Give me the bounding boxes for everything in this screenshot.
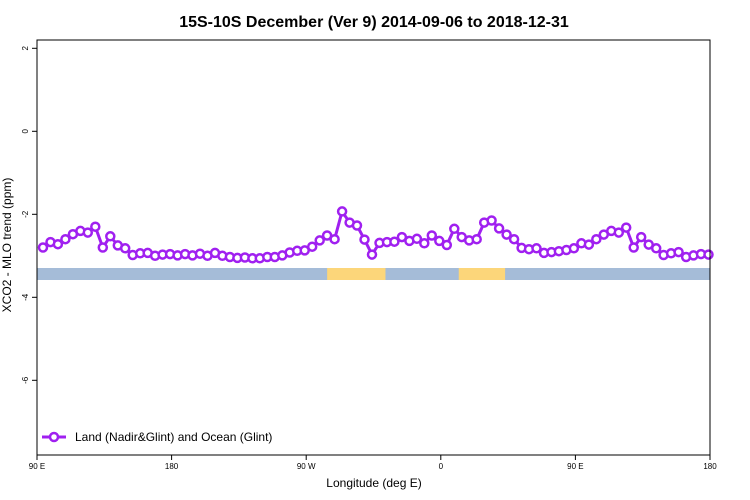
data-point xyxy=(441,239,453,251)
y-axis-label: XCO2 - MLO trend (ppm) xyxy=(0,178,14,313)
legend: Land (Nadir&Glint) and Ocean (Glint) xyxy=(42,430,272,444)
data-point xyxy=(366,249,378,260)
x-axis-label: Longitude (deg E) xyxy=(326,476,421,490)
x-tick-label: 0 xyxy=(439,462,444,471)
legend-marker-swatch xyxy=(48,431,60,443)
data-point xyxy=(60,233,71,245)
plot-frame xyxy=(36,39,711,456)
data-point xyxy=(82,227,94,238)
data-point xyxy=(351,220,363,231)
data-point xyxy=(306,241,318,252)
x-tick-label: 180 xyxy=(165,462,179,471)
data-point xyxy=(673,246,684,258)
data-point xyxy=(411,233,423,245)
land-segment xyxy=(327,268,386,280)
data-point xyxy=(90,221,101,232)
surface-strip xyxy=(37,268,710,280)
data-point xyxy=(426,230,438,241)
x-tick-label: 90 E xyxy=(567,462,583,471)
data-point xyxy=(105,231,116,242)
data-point xyxy=(389,236,400,247)
data-point xyxy=(531,243,542,254)
y-tick-label: -2 xyxy=(21,210,30,218)
data-point xyxy=(583,239,595,250)
x-axis: 90 E 180 90 W 0 90 E 180 xyxy=(29,455,717,471)
legend-label: Land (Nadir&Glint) and Ocean (Glint) xyxy=(75,430,272,444)
series-points xyxy=(37,206,714,264)
data-point xyxy=(650,243,662,254)
data-point xyxy=(434,235,445,247)
x-tick-label: 90 E xyxy=(29,462,45,471)
data-point xyxy=(37,242,49,253)
data-point xyxy=(501,229,512,240)
data-point xyxy=(486,215,497,226)
x-tick-label: 180 xyxy=(703,462,717,471)
data-point xyxy=(52,238,64,250)
data-point xyxy=(419,238,430,249)
y-tick-label: -4 xyxy=(21,293,30,301)
y-tick-label: 2 xyxy=(21,46,30,51)
data-point xyxy=(568,243,580,254)
data-point xyxy=(620,222,632,233)
data-point xyxy=(635,231,647,243)
x-tick-label: 90 W xyxy=(297,462,316,471)
data-point xyxy=(314,235,325,246)
y-tick-label: 0 xyxy=(21,129,30,134)
data-point xyxy=(613,227,625,238)
data-point xyxy=(119,243,131,254)
data-point xyxy=(97,242,109,253)
y-axis: 2 0 -2 -4 -6 xyxy=(21,46,37,384)
data-point xyxy=(471,233,482,245)
data-point xyxy=(508,233,520,245)
data-point xyxy=(336,206,348,217)
data-point xyxy=(591,233,602,245)
data-point xyxy=(449,223,460,235)
data-point xyxy=(703,249,714,260)
data-point xyxy=(329,233,340,245)
data-point xyxy=(628,242,639,253)
data-point xyxy=(493,223,505,234)
chart-title: 15S-10S December (Ver 9) 2014-09-06 to 2… xyxy=(179,14,569,31)
land-segment xyxy=(458,268,506,280)
y-tick-label: -6 xyxy=(21,376,30,384)
data-point xyxy=(359,234,370,245)
